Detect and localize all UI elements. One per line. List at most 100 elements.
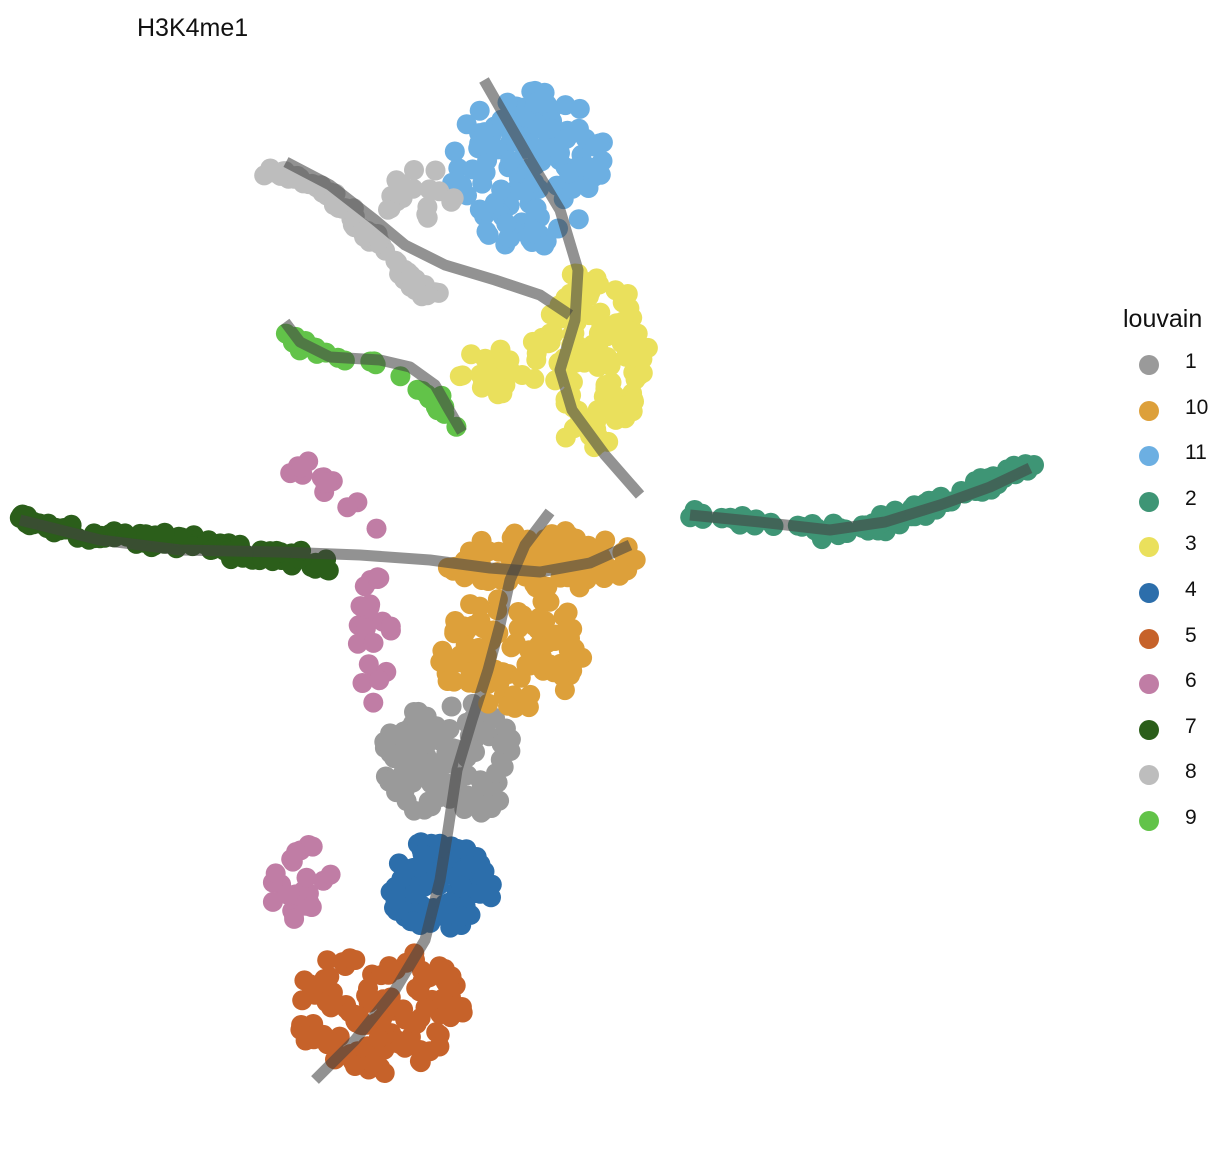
point-cluster-3 [461,344,482,365]
legend-label: 5 [1185,623,1197,647]
point-cluster-4 [470,883,491,904]
point-cluster-3 [615,346,636,367]
legend-items: 1 10 11 2 3 4 5 6 7 8 9 [1123,346,1228,848]
point-cluster-8 [441,189,462,210]
legend-title: louvain [1123,305,1203,333]
point-cluster-10 [468,637,489,658]
point-cluster-1 [493,757,514,777]
point-cluster-10 [444,671,464,692]
point-cluster-3 [526,349,547,370]
point-cluster-10 [546,624,566,645]
legend-swatch [1139,765,1159,786]
point-cluster-11 [534,235,555,256]
chart-title: H3K4me1 [137,14,249,42]
point-cluster-4 [397,859,418,879]
point-cluster-4 [402,911,423,932]
legend-swatch [1139,582,1159,603]
legend-label: 1 [1185,350,1197,373]
legend-swatch [1139,400,1159,421]
point-cluster-5 [432,963,453,984]
point-cluster-1 [495,718,516,739]
point-cluster-3 [539,332,560,353]
point-cluster-11 [471,135,492,156]
point-cluster-8 [425,160,446,181]
point-cluster-10 [498,695,518,716]
point-cluster-3 [632,349,653,370]
legend-label: 10 [1185,395,1209,419]
legend-item-1: 1 [1123,346,1228,392]
point-cluster-10 [595,530,616,551]
point-cluster-4 [412,844,433,865]
point-cluster-5 [406,1013,427,1034]
point-cluster-4 [451,875,472,896]
point-cluster-1 [471,721,491,742]
point-cluster-3 [632,363,653,383]
point-cluster-6 [358,654,379,675]
point-cluster-3 [622,401,643,422]
point-cluster-8 [404,160,424,180]
point-cluster-3 [499,359,520,380]
point-cluster-10 [520,684,541,705]
legend-item-7: 7 [1123,711,1228,757]
point-cluster-8 [328,197,349,218]
point-cluster-5 [419,1041,440,1062]
point-cluster-11 [496,213,517,234]
point-cluster-11 [491,179,512,200]
points-layer [9,80,1044,1083]
legend-label: 4 [1185,577,1197,601]
point-cluster-5 [317,950,338,971]
point-cluster-10 [505,633,526,654]
point-cluster-3 [595,378,616,399]
point-cluster-6 [316,472,337,493]
legend-item-8: 8 [1123,756,1228,802]
point-cluster-1 [413,752,434,773]
point-cluster-10 [572,647,593,668]
point-cluster-10 [471,570,492,590]
trajectory-line-1 [479,77,645,499]
point-cluster-4 [451,860,472,881]
point-cluster-6 [290,457,311,478]
point-cluster-8 [369,230,390,251]
point-cluster-6 [369,670,390,691]
point-cluster-1 [414,799,435,820]
legend-item-3: 3 [1123,528,1228,574]
point-cluster-6 [300,896,321,917]
point-cluster-5 [344,1004,365,1025]
point-cluster-11 [570,157,591,177]
point-cluster-6 [363,632,384,653]
point-cluster-8 [352,222,373,243]
point-cluster-11 [556,128,577,149]
point-cluster-6 [350,596,371,617]
point-cluster-11 [462,159,483,180]
point-cluster-10 [447,652,468,673]
point-cluster-5 [313,1024,334,1045]
point-cluster-10 [520,655,540,676]
point-cluster-6 [320,864,341,885]
trajectory-line-2 [283,157,574,320]
point-cluster-11 [500,150,521,171]
point-cluster-8 [254,165,275,186]
point-cluster-6 [347,633,368,654]
point-cluster-1 [408,701,429,722]
point-cluster-6 [366,518,387,539]
point-cluster-6 [302,836,323,857]
point-cluster-5 [292,990,313,1011]
point-cluster-1 [477,794,498,815]
point-cluster-3 [452,365,473,386]
point-cluster-3 [484,368,505,389]
legend-label: 6 [1185,669,1197,693]
point-cluster-10 [539,654,560,675]
point-cluster-11 [476,221,497,242]
point-cluster-10 [625,549,646,570]
point-cluster-11 [469,100,490,121]
point-cluster-10 [590,562,611,583]
legend-label: 8 [1185,760,1197,784]
point-cluster-10 [430,651,451,672]
point-cluster-5 [409,981,430,1002]
point-cluster-4 [451,906,472,927]
point-cluster-6 [363,692,384,713]
legend-item-4: 4 [1123,574,1228,620]
legend-label: 3 [1185,532,1197,556]
point-cluster-5 [322,994,343,1015]
point-cluster-11 [562,178,583,199]
